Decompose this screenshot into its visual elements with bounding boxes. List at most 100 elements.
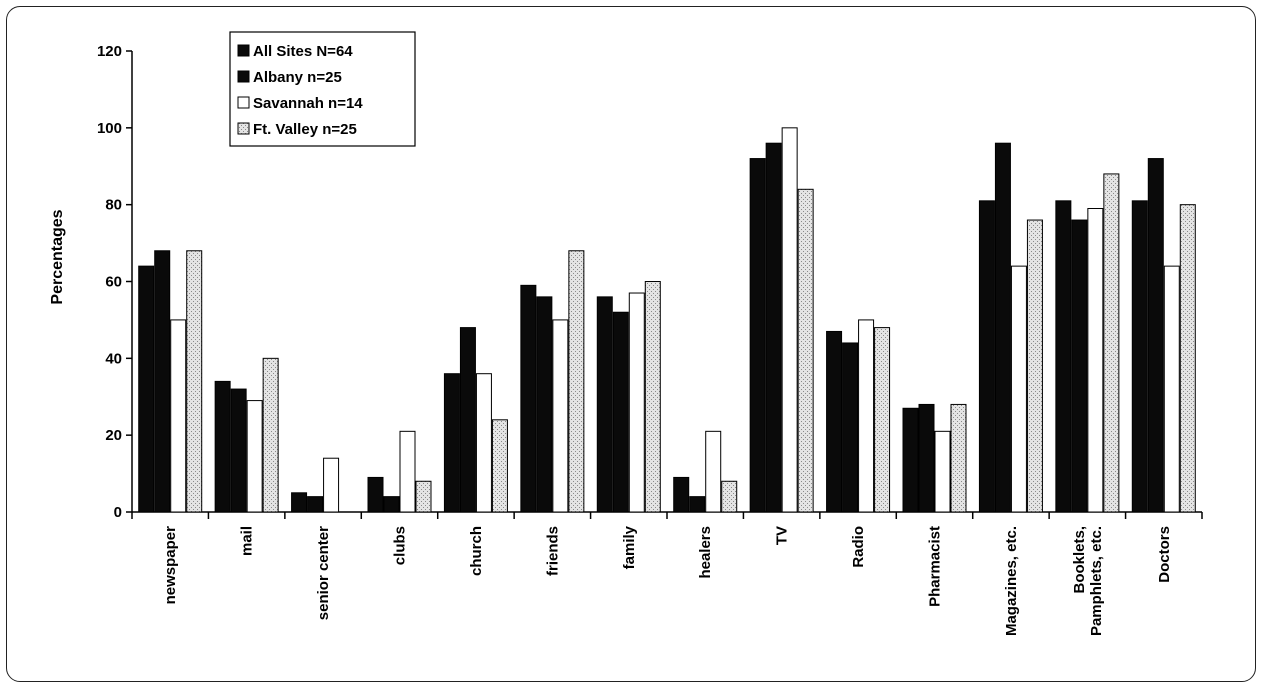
x-tick-label: Magazines, etc. bbox=[1003, 526, 1020, 636]
y-tick-label: 0 bbox=[114, 504, 122, 521]
bar bbox=[246, 400, 263, 513]
x-tick-label: Booklets, Pamphlets, etc. bbox=[1071, 526, 1105, 636]
y-tick-label: 80 bbox=[105, 197, 122, 214]
bar bbox=[415, 480, 432, 513]
bar bbox=[214, 380, 231, 513]
bar bbox=[918, 403, 935, 513]
x-tick-label-line: church bbox=[468, 526, 485, 576]
bar bbox=[781, 127, 798, 513]
x-tick-label-line: Radio bbox=[850, 526, 867, 568]
bar bbox=[628, 292, 645, 513]
bar bbox=[1163, 265, 1180, 513]
bar bbox=[1055, 200, 1072, 513]
bar bbox=[721, 480, 738, 513]
legend-label: All Sites N=64 bbox=[253, 43, 353, 60]
x-tick-label-line: newspaper bbox=[162, 526, 179, 605]
x-tick-label: TV bbox=[774, 526, 791, 545]
bar bbox=[1087, 208, 1104, 513]
bar bbox=[520, 284, 537, 513]
bar-chart: 0 20 40 60 80 100 120 newspaper mail senior cent… bbox=[49, 31, 1203, 636]
x-tick-label: friends bbox=[544, 526, 561, 576]
bar bbox=[186, 250, 203, 513]
bar bbox=[383, 496, 400, 513]
y-tick-label: 100 bbox=[97, 120, 122, 137]
legend-swatch bbox=[237, 122, 250, 135]
x-tick-label-line: Pamphlets, etc. bbox=[1088, 526, 1105, 636]
bar bbox=[934, 430, 951, 513]
x-tick-label: mail bbox=[239, 526, 256, 556]
bar bbox=[689, 496, 706, 513]
bar bbox=[1103, 173, 1120, 513]
y-tick-label: 20 bbox=[105, 427, 122, 444]
x-tick-label: Doctors bbox=[1156, 526, 1173, 583]
bar bbox=[399, 430, 416, 513]
bar bbox=[307, 496, 324, 513]
y-tick-label: 40 bbox=[105, 350, 122, 367]
legend-label: Savannah n=14 bbox=[253, 95, 363, 112]
bar bbox=[568, 250, 585, 513]
x-tick-label: church bbox=[468, 526, 485, 576]
bar bbox=[262, 357, 279, 513]
bar bbox=[950, 403, 967, 513]
bar bbox=[858, 319, 875, 513]
x-tick-label: newspaper bbox=[162, 526, 179, 605]
bar bbox=[978, 200, 995, 513]
bar bbox=[443, 373, 460, 513]
x-tick-label: family bbox=[621, 525, 638, 569]
bar bbox=[749, 158, 766, 513]
y-tick-label: 120 bbox=[97, 43, 122, 60]
bar bbox=[230, 388, 247, 513]
bar bbox=[994, 142, 1011, 513]
bar bbox=[323, 457, 340, 513]
x-tick-label: healers bbox=[697, 526, 714, 579]
y-tick-label: 60 bbox=[105, 274, 122, 291]
x-tick-label-line: Doctors bbox=[1156, 526, 1173, 583]
bar bbox=[902, 407, 919, 513]
bar bbox=[765, 142, 782, 513]
bar bbox=[705, 430, 722, 513]
x-tick-label-line: mail bbox=[239, 526, 256, 556]
bar bbox=[552, 319, 569, 513]
bar bbox=[1147, 158, 1164, 513]
bar bbox=[154, 250, 171, 513]
bar bbox=[842, 342, 859, 513]
bar bbox=[475, 373, 492, 513]
x-tick-label-line: Pharmacist bbox=[927, 526, 944, 607]
bar bbox=[644, 281, 661, 513]
bar bbox=[1071, 219, 1088, 513]
bar bbox=[491, 419, 508, 513]
x-tick-label-line: Booklets, bbox=[1071, 526, 1088, 594]
bar bbox=[1026, 219, 1043, 513]
legend-swatch bbox=[237, 44, 250, 57]
bar bbox=[596, 296, 613, 513]
legend: All Sites N=64 Albany n=25 Savannah n=14 Ft… bbox=[229, 31, 416, 147]
legend-swatch bbox=[237, 70, 250, 83]
bar bbox=[797, 188, 814, 513]
bar bbox=[1179, 204, 1196, 513]
legend-box bbox=[229, 31, 416, 147]
bar bbox=[367, 476, 384, 513]
bar bbox=[826, 330, 843, 513]
bar bbox=[291, 492, 308, 513]
x-tick-label: Pharmacist bbox=[927, 526, 944, 607]
x-tick-label-line: senior center bbox=[315, 526, 332, 620]
x-tick-label-line: TV bbox=[774, 526, 791, 545]
x-tick-label-line: friends bbox=[544, 526, 561, 576]
bar bbox=[612, 311, 629, 513]
y-axis-label: Percentages bbox=[49, 209, 66, 304]
x-tick-label-line: healers bbox=[697, 526, 714, 579]
x-tick-label: Radio bbox=[850, 526, 867, 568]
legend-swatch bbox=[237, 96, 250, 109]
x-axis-labels: newspaper mail senior center clubs church fri… bbox=[162, 525, 1173, 636]
x-tick-label: clubs bbox=[392, 526, 409, 565]
bar bbox=[1010, 265, 1027, 513]
bar bbox=[459, 327, 476, 513]
chart-frame: 0 20 40 60 80 100 120 newspaper mail senior cent… bbox=[6, 6, 1256, 682]
bar bbox=[138, 265, 155, 513]
x-tick-label-line: clubs bbox=[392, 526, 409, 565]
x-tick-label: senior center bbox=[315, 526, 332, 620]
bar bbox=[536, 296, 553, 513]
bars bbox=[138, 127, 1196, 513]
x-tick-label-line: family bbox=[621, 525, 638, 569]
bar bbox=[673, 476, 690, 513]
